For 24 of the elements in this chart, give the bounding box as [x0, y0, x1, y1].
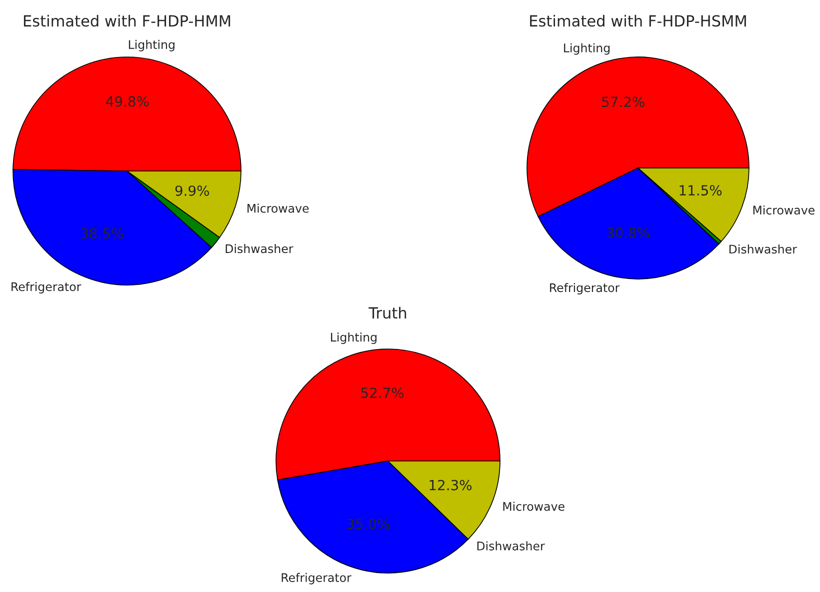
- slice-label: Lighting: [331, 332, 376, 344]
- data-label: 12.3%: [430, 480, 472, 490]
- data-label: 11.5%: [680, 185, 722, 196]
- slice-label: Refrigerator: [282, 572, 352, 584]
- chart-title: Estimated with F-HDP-HMM: [24, 14, 230, 27]
- category-label: Dishwasher: [477, 541, 545, 550]
- slice-label: Dishwasher: [226, 244, 294, 254]
- chart-title: Truth: [368, 306, 406, 319]
- data-label: 57.2%: [602, 96, 644, 108]
- data-label: 9.9%: [175, 185, 209, 196]
- slice-label: Microwave: [503, 502, 564, 511]
- slice-label: Microwave: [753, 205, 814, 215]
- data-label: 52.7%: [361, 388, 404, 398]
- data-label: 35.0%: [347, 518, 390, 530]
- slice-label: Microwave: [248, 204, 309, 213]
- data-label: 30.8%: [606, 227, 650, 238]
- slice-label: Dishwasher: [729, 244, 797, 254]
- chart-title: Estimated with F-HDP-HSMM: [530, 14, 746, 27]
- slice-label: Refrigerator: [550, 283, 620, 294]
- slice-label: Refrigerator: [12, 282, 82, 294]
- data-label: 49.8%: [106, 96, 149, 107]
- data-label: 38.5%: [81, 228, 124, 239]
- slice-label: Lighting: [128, 40, 174, 52]
- slice-label: Lighting: [564, 43, 610, 55]
